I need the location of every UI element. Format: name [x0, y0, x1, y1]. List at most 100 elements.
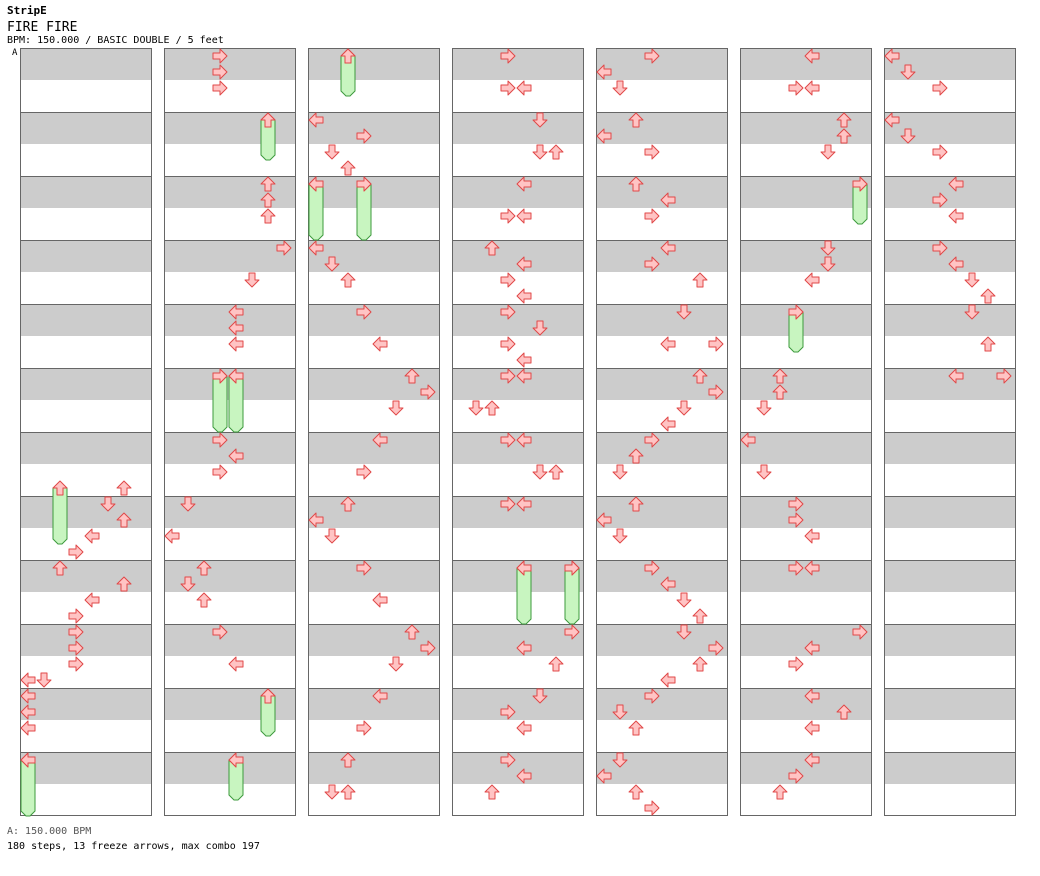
- song-title: FIRE FIRE: [7, 20, 78, 35]
- beat-stripe-light: [884, 528, 1016, 560]
- beat-stripe-light: [884, 272, 1016, 304]
- arrow-right-icon: [356, 464, 372, 480]
- bpm-marker-label: A: [12, 48, 18, 58]
- beat-stripe-dark: [596, 176, 728, 208]
- beat-stripe-dark: [164, 688, 296, 720]
- beat-stripe-light: [884, 592, 1016, 624]
- arrow-up-icon: [116, 512, 132, 528]
- beat-stripe-dark: [884, 624, 1016, 656]
- beat-stripe-dark: [740, 368, 872, 400]
- beat-stripe-light: [452, 80, 584, 112]
- beat-stripe-light: [308, 784, 440, 816]
- step-chart: [20, 48, 1016, 817]
- arrow-right-icon: [708, 336, 724, 352]
- beat-stripe-dark: [20, 368, 152, 400]
- beat-stripe-light: [164, 208, 296, 240]
- beat-stripe-dark: [452, 48, 584, 80]
- beat-stripe-light: [884, 80, 1016, 112]
- arrow-up-icon: [340, 160, 356, 176]
- chart-info: BPM: 150.000 / BASIC DOUBLE / 5 feet: [7, 35, 224, 46]
- beat-stripe-light: [740, 272, 872, 304]
- arrow-up-icon: [52, 560, 68, 576]
- arrow-up-icon: [628, 784, 644, 800]
- arrow-down-icon: [388, 656, 404, 672]
- arrow-left-icon: [20, 720, 36, 736]
- arrow-right-icon: [500, 496, 516, 512]
- beat-stripe-dark: [20, 496, 152, 528]
- beat-stripe-light: [20, 144, 152, 176]
- beat-stripe-light: [20, 464, 152, 496]
- beat-stripe-dark: [164, 240, 296, 272]
- beat-stripe-dark: [884, 432, 1016, 464]
- beat-stripe-light: [308, 720, 440, 752]
- arrow-right-icon: [500, 272, 516, 288]
- beat-stripe-dark: [596, 752, 728, 784]
- beat-stripe-dark: [164, 112, 296, 144]
- arrow-down-icon: [180, 576, 196, 592]
- arrow-up-icon: [548, 144, 564, 160]
- arrow-up-icon: [52, 480, 68, 496]
- beat-stripe-light: [740, 784, 872, 816]
- beat-stripe-light: [596, 464, 728, 496]
- arrow-right-icon: [708, 640, 724, 656]
- arrow-right-icon: [996, 368, 1012, 384]
- beat-stripe-light: [164, 592, 296, 624]
- arrow-up-icon: [692, 608, 708, 624]
- beat-stripe-light: [884, 656, 1016, 688]
- freeze-arrow-tail: [356, 183, 372, 241]
- arrow-up-icon: [116, 480, 132, 496]
- beat-stripe-dark: [452, 368, 584, 400]
- beat-stripe-dark: [308, 48, 440, 80]
- arrow-right-icon: [212, 80, 228, 96]
- arrow-left-icon: [308, 112, 324, 128]
- beat-stripe-light: [308, 208, 440, 240]
- arrow-right-icon: [500, 752, 516, 768]
- arrow-right-icon: [356, 128, 372, 144]
- arrow-right-icon: [500, 336, 516, 352]
- arrow-left-icon: [228, 304, 244, 320]
- arrow-up-icon: [692, 656, 708, 672]
- arrow-left-icon: [740, 432, 756, 448]
- arrow-right-icon: [68, 544, 84, 560]
- beat-stripe-light: [884, 208, 1016, 240]
- beat-stripe-light: [740, 144, 872, 176]
- arrow-up-icon: [692, 272, 708, 288]
- column-border: [884, 48, 1016, 816]
- beat-stripe-dark: [308, 368, 440, 400]
- chart-column: [740, 48, 872, 816]
- arrow-right-icon: [644, 208, 660, 224]
- arrow-left-icon: [804, 48, 820, 64]
- beat-stripe-light: [452, 528, 584, 560]
- arrow-up-icon: [836, 704, 852, 720]
- arrow-up-icon: [196, 560, 212, 576]
- beat-stripe-dark: [452, 496, 584, 528]
- beat-stripe-dark: [884, 560, 1016, 592]
- arrow-right-icon: [644, 144, 660, 160]
- arrow-right-icon: [564, 624, 580, 640]
- beat-stripe-dark: [884, 752, 1016, 784]
- arrow-right-icon: [932, 240, 948, 256]
- beat-stripe-light: [452, 720, 584, 752]
- freeze-arrow-tail: [308, 183, 324, 241]
- arrow-down-icon: [900, 64, 916, 80]
- arrow-up-icon: [340, 48, 356, 64]
- beat-stripe-dark: [596, 560, 728, 592]
- arrow-left-icon: [804, 688, 820, 704]
- beat-stripe-light: [308, 272, 440, 304]
- arrow-up-icon: [628, 496, 644, 512]
- arrow-right-icon: [852, 176, 868, 192]
- arrow-left-icon: [516, 432, 532, 448]
- beat-stripe-light: [452, 784, 584, 816]
- brand-label: StripE: [7, 4, 47, 17]
- beat-stripe-light: [164, 336, 296, 368]
- beat-stripe-dark: [884, 368, 1016, 400]
- beat-stripe-light: [596, 272, 728, 304]
- arrow-left-icon: [596, 128, 612, 144]
- arrow-right-icon: [500, 432, 516, 448]
- beat-stripe-light: [884, 784, 1016, 816]
- arrow-right-icon: [932, 144, 948, 160]
- beat-stripe-dark: [884, 496, 1016, 528]
- arrow-up-icon: [772, 368, 788, 384]
- column-border: [452, 48, 584, 816]
- arrow-left-icon: [884, 112, 900, 128]
